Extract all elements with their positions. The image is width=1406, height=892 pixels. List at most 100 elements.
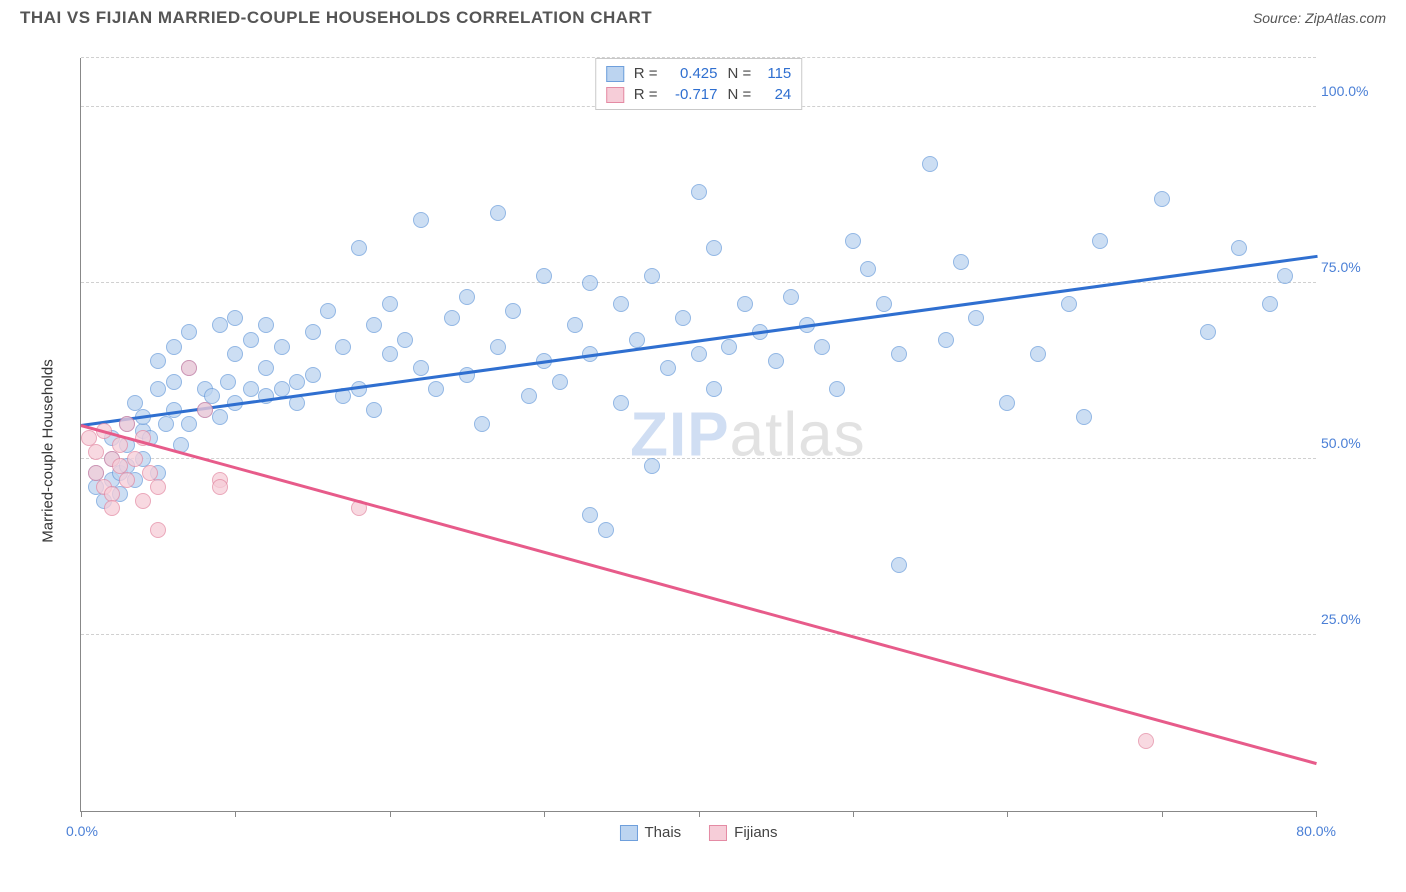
data-point	[814, 339, 830, 355]
data-point	[181, 360, 197, 376]
x-tick	[81, 811, 82, 817]
trend-line	[81, 255, 1317, 427]
stats-r-value: -0.717	[668, 86, 718, 103]
data-point	[459, 367, 475, 383]
correlation-stats-box: R =0.425N =115R =-0.717N =24	[595, 58, 803, 110]
data-point	[490, 205, 506, 221]
data-point	[150, 522, 166, 538]
data-point	[938, 332, 954, 348]
data-point	[212, 409, 228, 425]
data-point	[243, 381, 259, 397]
data-point	[675, 310, 691, 326]
data-point	[1200, 324, 1216, 340]
data-point	[335, 339, 351, 355]
x-tick	[1007, 811, 1008, 817]
data-point	[1092, 233, 1108, 249]
x-tick	[390, 811, 391, 817]
data-point	[582, 275, 598, 291]
data-point	[119, 472, 135, 488]
data-point	[567, 317, 583, 333]
gridline	[81, 458, 1316, 459]
data-point	[706, 381, 722, 397]
legend-item: Fijians	[709, 824, 777, 841]
data-point	[258, 317, 274, 333]
legend-label: Fijians	[734, 824, 777, 841]
series-legend: Thais Fijians	[619, 824, 777, 841]
legend-label: Thais	[644, 824, 681, 841]
data-point	[968, 310, 984, 326]
data-point	[891, 346, 907, 362]
data-point	[428, 381, 444, 397]
data-point	[691, 346, 707, 362]
data-point	[613, 296, 629, 312]
data-point	[150, 479, 166, 495]
x-tick	[1162, 811, 1163, 817]
x-tick-first: 0.0%	[66, 823, 98, 839]
gridline	[81, 634, 1316, 635]
data-point	[1076, 409, 1092, 425]
data-point	[922, 156, 938, 172]
data-point	[243, 332, 259, 348]
stats-n-label: N =	[728, 86, 752, 103]
data-point	[644, 458, 660, 474]
data-point	[876, 296, 892, 312]
data-point	[737, 296, 753, 312]
y-tick-label: 25.0%	[1321, 611, 1376, 627]
data-point	[644, 268, 660, 284]
y-axis-label: Married-couple Households	[40, 359, 57, 542]
data-point	[629, 332, 645, 348]
data-point	[289, 374, 305, 390]
legend-swatch	[606, 66, 624, 82]
stats-n-value: 24	[761, 86, 791, 103]
data-point	[613, 395, 629, 411]
legend-swatch	[606, 87, 624, 103]
data-point	[305, 324, 321, 340]
data-point	[521, 388, 537, 404]
data-point	[891, 557, 907, 573]
data-point	[953, 254, 969, 270]
data-point	[397, 332, 413, 348]
stats-row: R =-0.717N =24	[606, 84, 792, 105]
data-point	[212, 479, 228, 495]
data-point	[320, 303, 336, 319]
data-point	[413, 360, 429, 376]
x-tick	[699, 811, 700, 817]
data-point	[459, 289, 475, 305]
data-point	[166, 374, 182, 390]
data-point	[691, 184, 707, 200]
data-point	[474, 416, 490, 432]
legend-swatch	[709, 825, 727, 841]
data-point	[382, 346, 398, 362]
stats-r-label: R =	[634, 65, 658, 82]
data-point	[220, 374, 236, 390]
data-point	[1030, 346, 1046, 362]
data-point	[768, 353, 784, 369]
x-tick	[1316, 811, 1317, 817]
stats-n-label: N =	[728, 65, 752, 82]
data-point	[158, 416, 174, 432]
data-point	[999, 395, 1015, 411]
data-point	[305, 367, 321, 383]
data-point	[150, 381, 166, 397]
data-point	[112, 437, 128, 453]
stats-n-value: 115	[761, 65, 791, 82]
data-point	[181, 416, 197, 432]
data-point	[706, 240, 722, 256]
data-point	[490, 339, 506, 355]
chart-title: THAI VS FIJIAN MARRIED-COUPLE HOUSEHOLDS…	[20, 8, 652, 28]
data-point	[366, 402, 382, 418]
data-point	[783, 289, 799, 305]
y-tick-label: 75.0%	[1321, 259, 1376, 275]
data-point	[598, 522, 614, 538]
x-tick-last: 80.0%	[1296, 823, 1336, 839]
y-tick-label: 50.0%	[1321, 435, 1376, 451]
data-point	[444, 310, 460, 326]
data-point	[366, 317, 382, 333]
data-point	[845, 233, 861, 249]
legend-swatch	[619, 825, 637, 841]
stats-row: R =0.425N =115	[606, 63, 792, 84]
data-point	[860, 261, 876, 277]
data-point	[660, 360, 676, 376]
data-point	[166, 339, 182, 355]
data-point	[721, 339, 737, 355]
